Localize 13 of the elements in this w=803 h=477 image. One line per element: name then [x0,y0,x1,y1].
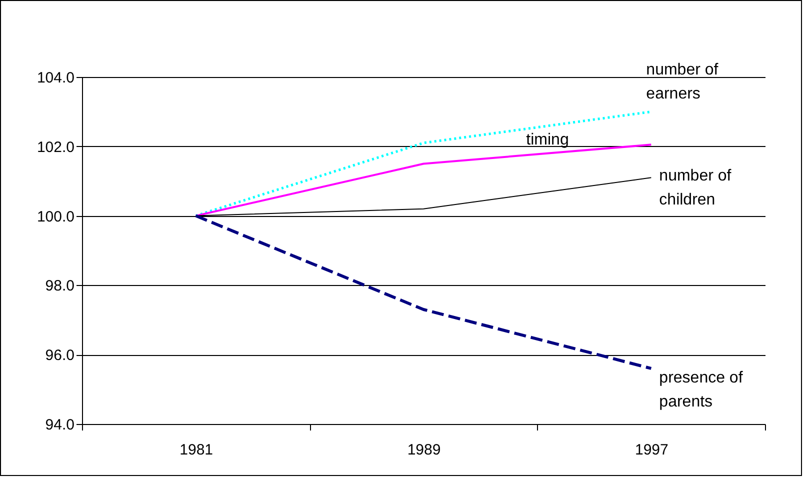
x-tick-label: 1981 [180,442,214,458]
y-tick-label: 96.0 [45,347,74,364]
series-label: number of earners [646,62,719,103]
y-tick-label: 94.0 [45,416,74,434]
series-label: number of children [659,168,732,209]
series-label: presence of parents [659,369,744,410]
y-tick-label: 104.0 [36,70,74,86]
x-tick-label: 1989 [407,442,441,458]
y-tick-label: 98.0 [45,278,74,295]
y-tick-label: 100.0 [36,208,74,226]
y-tick-label: 102.0 [36,138,74,156]
series-label: timing [526,132,569,149]
x-tick-label: 1997 [634,442,668,458]
